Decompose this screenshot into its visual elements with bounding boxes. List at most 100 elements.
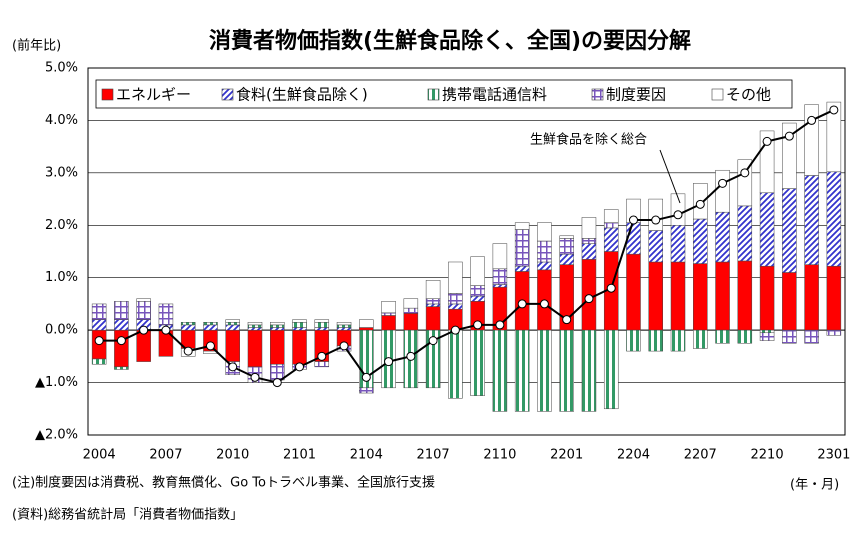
line-marker — [829, 105, 839, 115]
bar-segment — [203, 324, 218, 331]
bar-segment — [448, 303, 463, 310]
bar-segment — [537, 261, 552, 271]
bar-segment — [626, 329, 641, 352]
bar-segment — [448, 293, 463, 305]
bar-segment — [381, 301, 396, 314]
y-tick-label: ▲2.0% — [35, 428, 78, 443]
legend-swatch — [427, 88, 440, 101]
bar-segment — [603, 329, 619, 410]
bar-segment — [270, 363, 285, 381]
bar-segment — [759, 192, 775, 267]
legend-swatch — [101, 88, 114, 101]
bar-segment — [492, 243, 508, 270]
line-label: 生鮮食品を除く総合 — [530, 132, 647, 148]
bar-segment — [381, 312, 396, 316]
bar-segment — [492, 284, 508, 288]
legend-label: 制度要因 — [606, 86, 666, 104]
bar-segment — [804, 264, 819, 331]
bar-segment — [782, 188, 797, 273]
x-axis-label: (年・月) — [790, 478, 839, 493]
bar-segment — [603, 209, 619, 223]
bar-segment — [136, 298, 151, 302]
bar-segment — [737, 205, 753, 262]
y-tick-label: 0.0% — [45, 323, 78, 338]
bar-segment — [626, 253, 641, 331]
bar-segment — [336, 327, 352, 331]
bar-segment — [314, 327, 330, 331]
bar-segment — [114, 301, 129, 320]
line-marker — [673, 210, 683, 220]
bar-segment — [359, 327, 374, 331]
bar-segment — [425, 298, 441, 305]
bar-segment — [804, 329, 819, 344]
bar-segment — [626, 222, 641, 255]
y-tick-label: 4.0% — [45, 113, 78, 128]
bar-segment — [359, 319, 374, 328]
bar-segment — [381, 315, 396, 331]
bar-segment — [225, 319, 240, 323]
line-marker — [384, 357, 394, 367]
bar-segment — [782, 329, 797, 344]
bar-segment — [782, 272, 797, 331]
line-label-leader — [659, 149, 681, 204]
bar-segment — [91, 358, 107, 365]
x-tick-label: 2210 — [751, 448, 784, 463]
bar-segment — [537, 222, 552, 242]
legend-swatch — [591, 88, 604, 101]
y-tick-label: ▲1.0% — [35, 375, 78, 390]
legend-label: 食料(生鮮食品除く) — [236, 86, 368, 104]
bar-segment — [715, 261, 730, 331]
line-marker — [718, 178, 728, 188]
bar-segment — [648, 261, 663, 331]
line-marker — [428, 336, 438, 346]
bar-segment — [91, 319, 107, 331]
bar-segment — [114, 319, 129, 331]
line-marker — [628, 215, 638, 225]
bar-segment — [670, 261, 686, 331]
x-tick-label: 2104 — [350, 448, 383, 463]
line-marker — [205, 341, 215, 351]
bar-segment — [247, 327, 263, 331]
bar-segment — [180, 324, 196, 331]
line-marker — [784, 131, 794, 141]
bar-segment — [559, 238, 574, 255]
x-tick-label: 2207 — [684, 448, 717, 463]
bar-segment — [581, 217, 597, 239]
bar-segment — [559, 329, 574, 412]
bar-segment — [759, 265, 775, 331]
bar-segment — [270, 329, 285, 365]
x-tick-label: 2110 — [483, 448, 516, 463]
bar-segment — [826, 101, 842, 173]
line-marker — [272, 378, 282, 388]
bar-segment — [737, 260, 753, 331]
bar-segment — [670, 225, 686, 263]
line-marker — [317, 351, 327, 361]
bar-segment — [804, 104, 819, 176]
bar-segment — [537, 329, 552, 412]
bar-segment — [114, 366, 129, 370]
legend-label: 携帯電話通信料 — [442, 86, 547, 104]
line-marker — [161, 325, 171, 335]
bar-segment — [581, 329, 597, 412]
bar-segment — [648, 230, 663, 263]
line-marker — [183, 346, 193, 356]
bar-segment — [782, 122, 797, 189]
y-tick-label: 2.0% — [45, 218, 78, 233]
line-marker — [695, 199, 705, 209]
bar-segment — [603, 222, 619, 229]
bar-segment — [314, 361, 330, 368]
bar-segment — [492, 329, 508, 412]
bar-segment — [91, 303, 107, 320]
x-tick-label: 2004 — [83, 448, 116, 463]
bar-segment — [581, 238, 597, 244]
bar-segment — [425, 329, 441, 389]
bar-segment — [292, 322, 307, 328]
x-tick-label: 2101 — [283, 448, 316, 463]
line-marker — [94, 336, 104, 346]
legend-swatch — [711, 88, 724, 101]
line-marker — [539, 299, 549, 309]
bar-segment — [136, 301, 151, 320]
bar-segment — [158, 303, 174, 326]
bar-segment — [670, 329, 686, 352]
legend-label: その他 — [726, 86, 771, 104]
